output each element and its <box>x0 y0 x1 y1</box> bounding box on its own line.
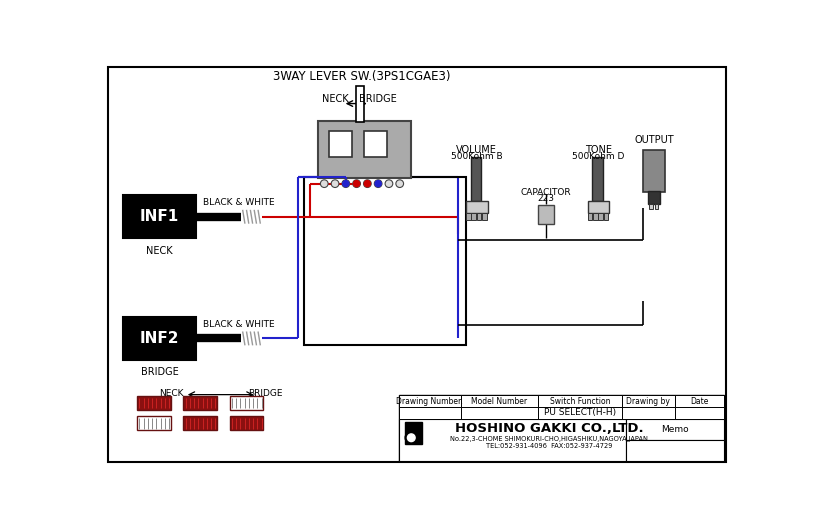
Circle shape <box>385 180 392 188</box>
Bar <box>588 213 592 220</box>
Bar <box>675 395 724 407</box>
Bar <box>229 416 264 430</box>
Text: Model Number: Model Number <box>471 396 527 406</box>
Text: NECK: NECK <box>146 246 173 256</box>
Bar <box>137 396 171 410</box>
Circle shape <box>364 180 371 188</box>
Text: Switch Function: Switch Function <box>550 396 610 406</box>
Bar <box>229 396 264 410</box>
Text: Drawing by: Drawing by <box>627 396 671 406</box>
Bar <box>623 395 675 407</box>
Bar <box>472 213 476 220</box>
Text: BRIDGE: BRIDGE <box>249 389 283 399</box>
Text: No.22,3-CHOME SHIMOKURI-CHO,HIGASHIKU,NAGOYA,JAPAN: No.22,3-CHOME SHIMOKURI-CHO,HIGASHIKU,NA… <box>450 436 648 442</box>
Bar <box>588 201 610 213</box>
Bar <box>304 177 466 345</box>
Text: NECK: NECK <box>160 389 184 399</box>
Bar <box>592 157 603 201</box>
Text: CAPACITOR: CAPACITOR <box>521 188 571 197</box>
Text: OUTPUT: OUTPUT <box>634 135 674 145</box>
Bar <box>460 407 538 418</box>
Circle shape <box>364 180 370 187</box>
Text: TEL:052-931-4096  FAX:052-937-4729: TEL:052-931-4096 FAX:052-937-4729 <box>486 443 612 449</box>
Circle shape <box>375 180 382 188</box>
Circle shape <box>407 434 415 441</box>
Bar <box>598 213 603 220</box>
Text: Date: Date <box>690 396 708 406</box>
Bar <box>654 204 659 209</box>
Bar <box>604 213 609 220</box>
Bar <box>399 395 724 461</box>
Circle shape <box>321 180 328 188</box>
Bar <box>675 407 724 418</box>
Bar <box>627 418 724 440</box>
Bar <box>137 416 171 430</box>
Text: PU SELECT(H-H): PU SELECT(H-H) <box>543 408 616 417</box>
Text: 500Kohm D: 500Kohm D <box>572 152 624 161</box>
Bar <box>466 201 487 213</box>
Text: HOSHINO GAKKI CO.,LTD.: HOSHINO GAKKI CO.,LTD. <box>455 422 643 435</box>
Bar <box>356 86 364 122</box>
Bar <box>627 440 724 461</box>
Bar <box>482 213 486 220</box>
Bar <box>405 423 422 444</box>
Circle shape <box>396 180 404 188</box>
Circle shape <box>375 180 381 187</box>
Text: TONE: TONE <box>585 145 612 155</box>
Bar <box>648 190 660 204</box>
Circle shape <box>353 180 360 187</box>
Text: 223: 223 <box>538 194 555 203</box>
Bar <box>399 395 460 407</box>
Circle shape <box>342 180 350 188</box>
Bar <box>643 150 664 192</box>
Text: 3WAY LEVER SW.(3PS1CGAE3): 3WAY LEVER SW.(3PS1CGAE3) <box>273 70 450 83</box>
Circle shape <box>405 431 418 444</box>
Bar <box>122 195 197 238</box>
Bar <box>477 213 481 220</box>
Bar <box>538 407 623 418</box>
Bar <box>593 213 597 220</box>
Bar <box>650 204 653 209</box>
Text: INF1: INF1 <box>140 209 179 224</box>
Bar <box>399 407 460 418</box>
Text: BRIDGE: BRIDGE <box>140 367 179 377</box>
Bar <box>122 317 197 360</box>
Text: INF2: INF2 <box>140 331 180 346</box>
Circle shape <box>343 180 349 187</box>
Text: BRIDGE: BRIDGE <box>358 94 397 104</box>
Bar <box>538 395 623 407</box>
Bar <box>184 396 217 410</box>
Bar <box>460 395 538 407</box>
Text: 500Kohm B: 500Kohm B <box>451 152 503 161</box>
Text: Drawing Number.: Drawing Number. <box>397 396 463 406</box>
Text: Memo: Memo <box>661 425 689 434</box>
Bar <box>539 205 554 224</box>
Bar <box>623 407 675 418</box>
Bar <box>399 418 627 461</box>
Text: VOLUME: VOLUME <box>456 145 497 155</box>
Bar <box>471 157 481 201</box>
Text: NECK: NECK <box>322 94 348 104</box>
Text: BLACK & WHITE: BLACK & WHITE <box>203 198 275 208</box>
Circle shape <box>331 180 339 188</box>
Bar <box>364 131 388 157</box>
Bar <box>466 213 471 220</box>
Bar <box>329 131 352 157</box>
Bar <box>318 120 410 178</box>
Circle shape <box>353 180 361 188</box>
Text: BLACK & WHITE: BLACK & WHITE <box>203 320 275 329</box>
Bar <box>184 416 217 430</box>
